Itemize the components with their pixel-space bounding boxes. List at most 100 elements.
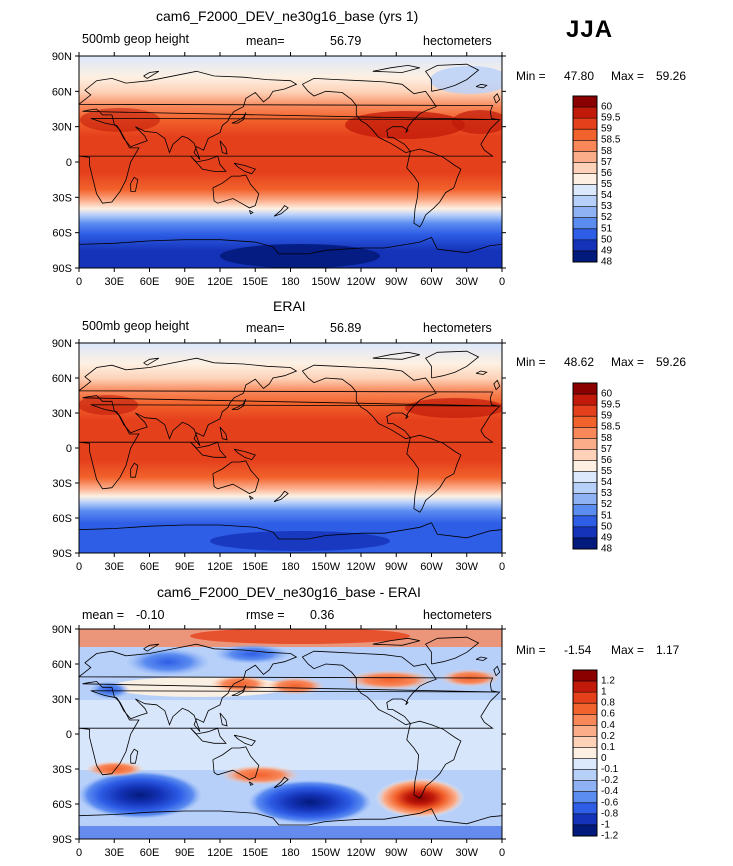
y-tick-label: 30N xyxy=(52,694,72,706)
colorbar-swatch xyxy=(573,747,597,759)
x-tick-label: 0 xyxy=(499,276,505,288)
colorbar-frame xyxy=(572,669,598,837)
coastline-segment xyxy=(249,781,254,786)
x-tick-label: 60E xyxy=(140,561,160,573)
colorbar-label: 57 xyxy=(601,444,613,455)
colorbar-label: 58 xyxy=(601,146,613,157)
coastline-segment xyxy=(130,176,139,192)
map2-coastlines xyxy=(79,350,502,540)
coastline-segment xyxy=(301,650,437,726)
panel1-max-value: 59.26 xyxy=(656,69,687,83)
colorbar-label: 60 xyxy=(601,102,613,113)
map3-pos-max-2 xyxy=(265,677,325,695)
y-tick-label: 30N xyxy=(52,122,72,134)
map3-coastlines xyxy=(79,636,502,826)
coastline-segment xyxy=(79,690,501,776)
colorbar-label: -0.6 xyxy=(601,797,619,808)
coastline-segment xyxy=(424,636,480,665)
colorbar-swatch xyxy=(573,162,597,174)
colorbar-swatch xyxy=(573,758,597,770)
x-tick-label: 30W xyxy=(455,561,478,573)
y-tick-label: 90N xyxy=(52,624,72,636)
coastline-segment xyxy=(249,495,254,500)
x-tick-label: 150W xyxy=(311,561,340,573)
colorbar-swatch xyxy=(573,140,597,152)
map3-neg-nh-2 xyxy=(214,644,290,664)
coastline-segment xyxy=(273,490,289,503)
colorbar-label: 50 xyxy=(601,234,613,245)
colorbar-label: 0.4 xyxy=(601,720,615,731)
map2-subtropical-high-atlantic xyxy=(405,398,502,418)
y-tick-label: 30S xyxy=(52,192,72,204)
panel3-min-value: -1.54 xyxy=(564,643,592,657)
panel1-min-label: Min = xyxy=(516,69,546,83)
colorbar-label: 58.5 xyxy=(601,135,621,146)
panel3-max-label: Max = xyxy=(611,643,645,657)
colorbar-swatch xyxy=(573,769,597,781)
colorbar-label: 0 xyxy=(601,753,607,764)
panel2-max-value: 59.26 xyxy=(656,355,687,369)
map1-coastlines xyxy=(79,63,502,255)
colorbar-swatch xyxy=(573,802,597,815)
colorbar-label: 57 xyxy=(601,157,613,168)
coastline-segment xyxy=(212,174,260,209)
colorbar-swatch xyxy=(573,206,597,219)
map2-field xyxy=(79,343,502,553)
map1-polar-low xyxy=(220,244,380,268)
panel2-units: hectometers xyxy=(423,321,492,335)
x-tick-label: 30W xyxy=(455,276,478,288)
y-tick-label: 30S xyxy=(52,764,72,776)
colorbar-label: -0.1 xyxy=(601,764,619,775)
map2-x-ticks: 0 30E 60E 90E 120E 150E 180 150W 120W 90W 60W 30W 0 xyxy=(76,339,505,573)
colorbar-swatch xyxy=(573,416,597,428)
x-tick-label: 30E xyxy=(104,276,124,288)
colorbar-swatch xyxy=(573,493,597,506)
coastline-segment xyxy=(79,643,499,732)
x-tick-label: 150W xyxy=(311,847,340,859)
colorbar-label: 51 xyxy=(601,223,613,234)
colorbar-label: 49 xyxy=(601,245,613,256)
y-tick-label: 90S xyxy=(52,834,72,846)
coastline-segment xyxy=(372,351,420,360)
colorbar-swatch xyxy=(573,736,597,748)
x-tick-label: 150E xyxy=(242,276,268,288)
colorbar-swatch xyxy=(573,239,597,252)
colorbar-label: 54 xyxy=(601,477,613,488)
coastline-segment xyxy=(190,727,227,744)
colorbar-label: 55 xyxy=(601,179,613,190)
colorbar-label: -1.2 xyxy=(601,831,619,842)
colorbar-swatch xyxy=(573,703,597,715)
coastline-segment xyxy=(372,637,420,646)
colorbar-swatch xyxy=(573,791,597,804)
colorbar-label: 0.2 xyxy=(601,731,615,742)
colorbar-label: 54 xyxy=(601,190,613,201)
coastline-segment xyxy=(493,379,501,390)
panel3-mean-label: mean = xyxy=(82,608,125,622)
x-tick-label: 90W xyxy=(385,276,408,288)
colorbar-label: 48 xyxy=(601,544,613,555)
colorbar-label: 56 xyxy=(601,168,613,179)
colorbar-swatch xyxy=(573,460,597,472)
colorbar-swatch xyxy=(573,151,597,163)
coastline-segment xyxy=(406,434,462,513)
colorbar-label: 59.5 xyxy=(601,400,621,411)
x-tick-label: 180 xyxy=(281,276,299,288)
coastline-segment xyxy=(273,776,289,789)
coastline-segment xyxy=(372,64,420,73)
map1 xyxy=(79,56,502,268)
y-tick-label: 60N xyxy=(52,373,72,385)
colorbar-label: 49 xyxy=(601,532,613,543)
colorbar-swatch xyxy=(573,813,597,826)
coastline-segment xyxy=(231,398,247,410)
x-tick-label: 120W xyxy=(347,276,376,288)
map1-subtropical-high-atlantic xyxy=(345,111,465,139)
colorbar-label: 56 xyxy=(601,455,613,466)
map3-neg-nh-1 xyxy=(126,648,210,676)
y-tick-label: 0 xyxy=(66,157,72,169)
colorbar-frame xyxy=(572,95,598,263)
y-tick-label: 90S xyxy=(52,548,72,560)
x-tick-label: 90E xyxy=(175,276,195,288)
coastline-segment xyxy=(219,140,228,155)
y-tick-label: 60S xyxy=(52,513,72,525)
